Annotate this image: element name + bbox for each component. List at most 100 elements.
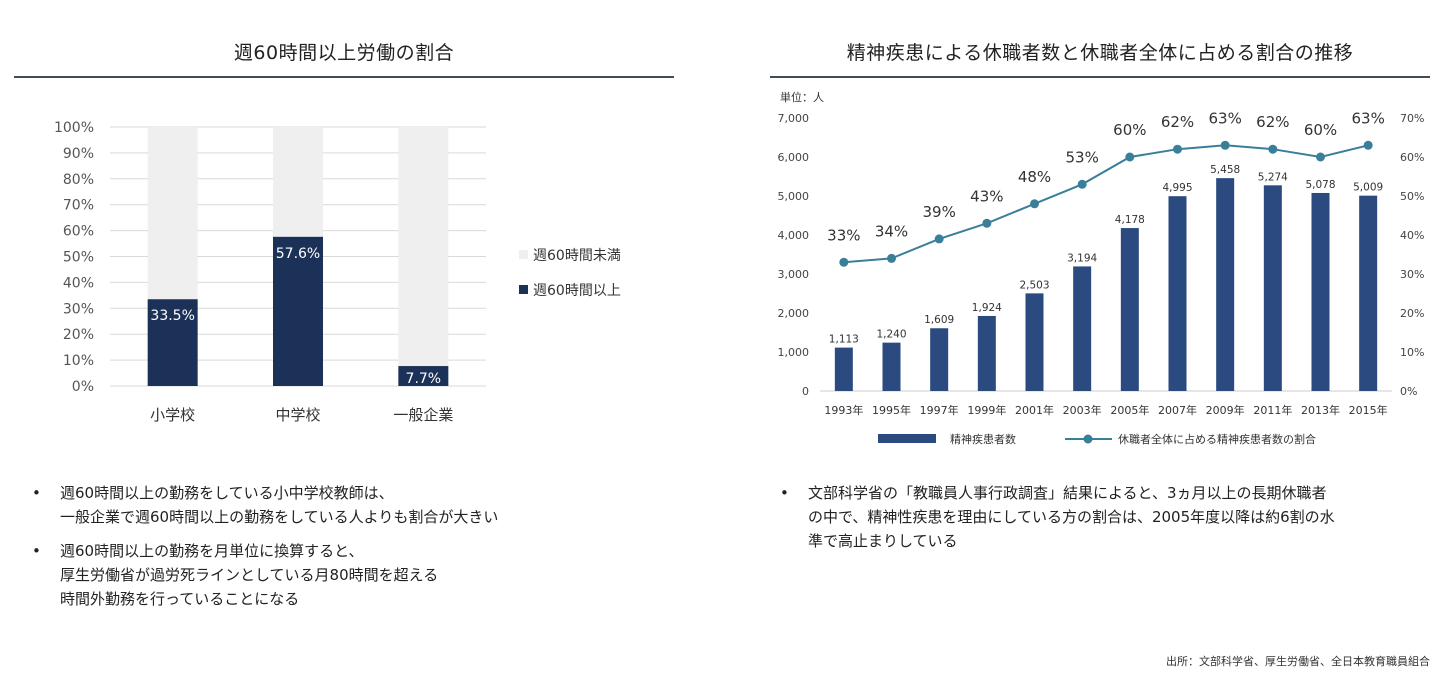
bar-over60 [398,366,449,386]
x-category-label: 1995年 [872,403,911,417]
right-title-rule [770,76,1430,78]
y-right-tick-label: 30% [1400,268,1424,281]
bar-patient-count [1025,293,1044,391]
line-data-label: 60% [1113,121,1146,139]
line-data-label: 62% [1161,113,1194,131]
y-right-tick-label: 70% [1400,112,1424,125]
bar-patient-count [1311,192,1330,391]
bar-patient-count [1263,185,1282,391]
ratio-point [1030,199,1039,209]
legend-swatch-bars [878,434,936,443]
x-category-label: 1997年 [920,403,959,417]
x-category-label: 2001年 [1015,403,1054,417]
left-chart-title: 週60時間以上労働の割合 [233,42,455,64]
ratio-point [1316,152,1325,162]
ratio-point [982,218,992,228]
y-right-tick-label: 50% [1400,190,1424,203]
ratio-point [1363,140,1373,150]
bar-data-label: 5,458 [1210,164,1240,176]
y-left-tick-label: 6,000 [778,151,810,164]
bar-patient-count [882,342,901,391]
bar-line-chart: 単位：人 0 1,000 2,000 3,000 4,000 5,000 6,000 7,000… [778,90,1425,446]
y-right-tick-label: 40% [1400,229,1424,242]
y-tick-label: 20% [63,327,94,343]
y-right-tick-label: 20% [1400,307,1424,320]
bar-data-label: 5,009 [1353,182,1383,194]
bar-data-label: 33.5% [150,308,194,324]
ratio-point [934,234,944,244]
note-line: 週60時間以上の勤務をしている小中学校教師は、 [60,484,394,502]
note-item: • 文部科学省の「教職員人事行政調査」結果によると、3ヵ月以上の長期休職者 の中… [780,481,1420,553]
note-line: 厚生労働省が過労死ラインとしている月80時間を超える [60,566,439,584]
note-item: • 週60時間以上の勤務を月単位に換算すると、 厚生労働省が過労死ラインとしてい… [32,539,692,611]
ratio-point [1220,140,1230,150]
legend-swatch-under60 [519,250,528,259]
y-tick-label: 80% [63,172,94,188]
x-category-label: 2015年 [1349,403,1388,417]
bar-data-label: 5,078 [1305,179,1335,191]
note-line: 文部科学省の「教職員人事行政調査」結果によると、3ヵ月以上の長期休職者 [808,484,1327,502]
bar-data-label: 57.6% [276,246,320,262]
note-line: 時間外勤務を行っていることになる [60,590,300,608]
y-tick-label: 50% [63,250,94,266]
bar-patient-count [977,315,996,391]
bar-data-label: 2,503 [1019,279,1049,291]
ratio-point [887,253,896,263]
y-tick-label: 10% [63,353,94,369]
y-tick-label: 60% [63,224,94,240]
y-left-tick-label: 0 [802,385,809,398]
bar-data-label: 1,924 [972,302,1002,314]
x-category-label: 中学校 [275,406,320,424]
line-data-label: 53% [1065,148,1098,166]
bar-patient-count [930,328,949,391]
bar-data-label: 5,274 [1258,171,1288,183]
bullet-icon: • [780,484,789,502]
y-tick-label: 100% [54,120,94,136]
source-note: 出所：文部科学省、厚生労働省、全日本教育職員組合 [1166,655,1430,668]
y-left-tick-label: 3,000 [778,268,810,281]
note-line: の中で、精神性疾患を理由にしている方の割合は、2005年度以降は約6割の水 [808,508,1335,526]
left-notes: • 週60時間以上の勤務をしている小中学校教師は、 一般企業で週60時間以上の勤… [32,481,692,621]
note-line: 週60時間以上の勤務を月単位に換算すると、 [60,542,364,560]
ratio-point [1268,144,1278,154]
ratio-point [1173,144,1182,154]
bar-patient-count [1216,178,1235,391]
bullet-icon: • [32,484,41,502]
line-data-label: 33% [827,226,860,244]
ratio-point [1125,152,1135,162]
x-category-label: 1999年 [967,403,1006,417]
x-category-label: 一般企業 [393,406,453,424]
x-category-label: 2009年 [1206,403,1245,417]
bar-data-label: 3,194 [1067,252,1097,264]
line-data-label: 39% [922,203,955,221]
note-line: 一般企業で週60時間以上の勤務をしている人よりも割合が大きい [60,508,499,526]
x-category-label: 小学校 [150,406,195,424]
legend-label: 精神疾患者数 [950,432,1016,446]
left-title-rule [14,76,674,78]
bar-patient-count [1120,228,1139,391]
bar-patient-count [1168,196,1187,391]
y-right-tick-label: 0% [1400,385,1417,398]
x-category-label: 2007年 [1158,403,1197,417]
bar-over60 [273,236,323,386]
right-chart-title: 精神疾患による休職者数と休職者全体に占める割合の推移 [846,42,1354,64]
y-tick-label: 0% [72,379,94,395]
bar-patient-count [1073,266,1092,391]
bar-data-label: 1,240 [876,329,906,341]
y-tick-label: 70% [63,198,94,214]
y-left-tick-label: 1,000 [778,346,810,359]
ratio-point [839,257,849,267]
stacked-bar-chart: 0% 10% 20% 30% 40% 50% 60% 70% 80% 90% 100% 33.5% 小学… [54,120,621,424]
legend-swatch-point [1083,434,1093,444]
line-data-label: 34% [875,222,908,240]
note-line: 準で高止まりしている [808,532,958,550]
line-data-label: 48% [1018,168,1051,186]
x-category-label: 1993年 [824,403,863,417]
y-right-tick-label: 60% [1400,151,1424,164]
ratio-line [843,144,1369,264]
bar-under60 [147,127,198,300]
bar-data-label: 1,609 [924,314,954,326]
unit-label: 単位：人 [780,90,824,104]
x-category-label: 2011年 [1253,403,1292,417]
bar-data-label: 4,178 [1115,214,1145,226]
